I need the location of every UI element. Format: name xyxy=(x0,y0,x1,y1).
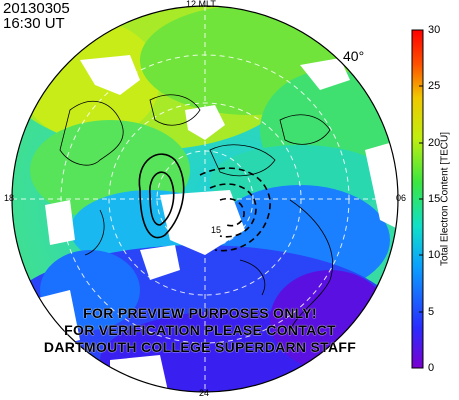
colorbar-tick-label: 30 xyxy=(428,24,441,36)
mlt-label-right: 06 xyxy=(396,193,407,203)
convection-contours xyxy=(138,153,271,252)
watermark-line-2: FOR VERIFICATION PLEASE CONTACT xyxy=(64,322,336,338)
colorbar-tick-label: 20 xyxy=(428,137,441,149)
colorbar-ticks xyxy=(419,29,423,369)
map-boundary xyxy=(11,5,399,393)
colorbar-label: Total Electron Content [TECU] xyxy=(439,132,451,266)
mlt-label-top: 12 MLT xyxy=(186,0,216,9)
time-label: 16:30 UT xyxy=(3,15,65,32)
latitude-grid xyxy=(12,6,398,392)
mlt-label-bottom: 24 xyxy=(199,388,210,398)
colorbar-tick-label: 0 xyxy=(428,362,435,374)
date-label: 20130305 xyxy=(3,0,70,17)
colorbar-tick-label: 15 xyxy=(428,193,441,205)
colorbar-tick-label: 5 xyxy=(428,306,435,318)
contour-value-label: 15 xyxy=(211,225,221,235)
colorbar-tick-label: 10 xyxy=(428,249,441,261)
latitude-label: 40° xyxy=(343,48,365,64)
watermark-line-3: DARTMOUTH COLLEGE SUPERDARN STAFF xyxy=(43,339,357,355)
watermark-line-1: FOR PREVIEW PURPOSES ONLY! xyxy=(83,305,317,321)
coastlines xyxy=(59,94,333,331)
mlt-label-left: 18 xyxy=(4,193,15,203)
colorbar-tick-label: 25 xyxy=(428,80,441,92)
